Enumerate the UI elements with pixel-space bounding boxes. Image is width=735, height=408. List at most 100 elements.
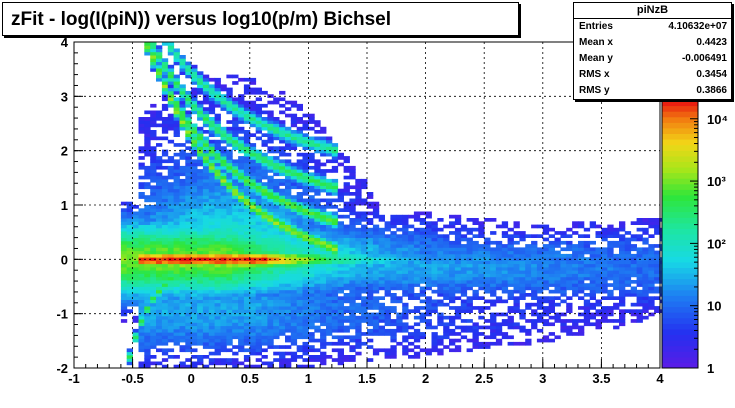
heatmap-cell [431,270,438,274]
heatmap-cell [144,205,151,209]
heatmap-cell [243,218,251,222]
heatmap-cell [343,240,350,245]
heatmap-cell [449,332,456,336]
heatmap-cell [361,214,368,219]
heatmap-cell [519,289,526,294]
heatmap-cell [326,231,333,235]
heatmap-cell [583,263,591,268]
heatmap-cell [302,169,309,173]
heatmap-cell [161,198,169,203]
heatmap-cell [138,218,145,222]
heatmap-cell [267,364,274,369]
heatmap-cell [249,283,257,287]
heatmap-cell [290,289,298,294]
heatmap-cell [302,283,309,287]
heatmap-cell [279,162,286,167]
heatmap-cell [290,286,298,291]
heatmap-cell [120,263,128,268]
heatmap-cell [314,231,321,235]
heatmap-cell [554,315,561,320]
heatmap-cell [425,276,432,281]
heatmap-cell [232,299,239,304]
heatmap-cell [279,227,286,232]
heatmap-cell [238,218,245,222]
heatmap-cell [267,240,274,245]
heatmap-cell [255,113,262,118]
heatmap-cell [150,322,157,327]
heatmap-cell [308,299,315,304]
heatmap-cell [238,182,245,186]
heatmap-cell [191,244,198,248]
heatmap-cell [255,87,262,92]
heatmap-cell [132,296,139,300]
heatmap-cell [150,211,157,216]
heatmap-cell [495,224,503,229]
heatmap-cell [513,260,520,265]
heatmap-cell [460,289,468,294]
heatmap-cell [255,208,262,212]
heatmap-cell [460,335,468,340]
heatmap-cell [220,136,227,141]
heatmap-cell [642,315,649,320]
heatmap-cell [290,325,298,330]
heatmap-cell [290,260,298,265]
heatmap-cell [232,270,239,274]
heatmap-cell [331,341,339,346]
heatmap-cell [249,90,257,95]
heatmap-cell [326,263,333,268]
heatmap-cell [144,345,151,349]
heatmap-cell [214,332,221,336]
heatmap-cell [431,247,438,252]
heatmap-cell [495,332,503,336]
heatmap-cell [208,286,216,291]
heatmap-cell [185,123,192,128]
heatmap-cell [243,286,251,291]
heatmap-cell [132,240,139,245]
heatmap-cell [156,231,163,235]
heatmap-cell [578,319,585,323]
heatmap-cell [390,218,397,222]
heatmap-cell [449,286,456,291]
heatmap-cell [343,165,350,170]
heatmap-cell [179,345,186,349]
heatmap-cell [255,240,262,245]
heatmap-cell [542,286,550,291]
heatmap-cell [648,234,655,238]
heatmap-cell [126,201,133,206]
heatmap-cell [202,162,210,167]
heatmap-cell [273,345,280,349]
heatmap-cell [343,276,350,281]
heatmap-cell [261,361,268,366]
heatmap-cell [290,296,298,300]
heatmap-cell [132,244,139,248]
heatmap-cell [437,270,444,274]
heatmap-cell [536,302,544,307]
heatmap-cell [536,266,544,271]
heatmap-cell [408,286,415,291]
heatmap-cell [202,152,210,157]
heatmap-cell [132,266,139,271]
heatmap-cell [138,156,145,160]
heatmap-cell [161,253,169,258]
heatmap-cell [478,309,485,313]
heatmap-cell [191,231,198,235]
heatmap-cell [238,146,245,150]
heatmap-cell [636,299,643,304]
heatmap-cell [484,257,491,261]
heatmap-cell [349,293,356,297]
heatmap-cell [226,338,233,343]
heatmap-cell [302,211,309,216]
heatmap-cell [466,325,473,330]
heatmap-cell [179,64,186,69]
heatmap-cell [583,302,591,307]
heatmap-cell [642,280,649,284]
heatmap-cell [285,244,292,248]
heatmap-cell [150,260,157,265]
heatmap-cell [302,136,309,141]
heatmap-cell [232,276,239,281]
heatmap-cell [320,351,327,356]
heatmap-cell [314,214,321,219]
heatmap-cell [255,159,262,164]
heatmap-cell [202,107,210,111]
heatmap-cell [343,306,350,310]
